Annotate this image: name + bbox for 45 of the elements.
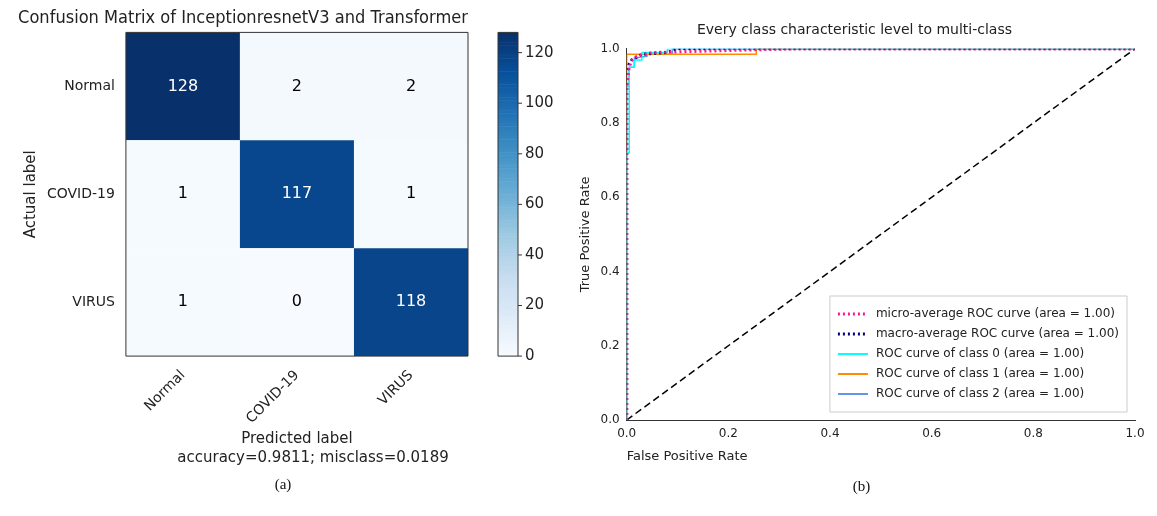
y-axis-title: Actual label xyxy=(20,150,39,239)
x-axis-title: False Positive Rate xyxy=(626,447,748,463)
y-tick-label: Normal xyxy=(64,76,115,93)
x-tick-label: 0.6 xyxy=(922,426,942,441)
legend-label: micro-average ROC curve (area = 1.00) xyxy=(875,306,1115,321)
x-tick-label: 0.2 xyxy=(718,426,738,441)
data-label: 1 xyxy=(405,183,417,203)
x-tick-label: 0.8 xyxy=(1023,426,1043,441)
y-tick-label: 0.0 xyxy=(600,412,620,427)
data-label: 1 xyxy=(177,183,189,203)
x-tick-label: 0.4 xyxy=(820,426,840,441)
data-label: 2 xyxy=(291,75,303,95)
x-tick-label: 1.0 xyxy=(1125,426,1145,441)
y-tick-label: 0.4 xyxy=(600,263,620,278)
chart-title: Confusion Matrix of InceptionresnetV3 and Transformer xyxy=(18,7,469,27)
data-label: 0 xyxy=(291,291,303,311)
text: (b) xyxy=(852,478,871,495)
color-bar-label: 100 xyxy=(525,93,554,112)
x-axis-title: Predicted label xyxy=(241,428,353,447)
data-label: 1 xyxy=(177,291,189,311)
y-tick-label: 0.6 xyxy=(600,189,620,204)
color-bar-label: 0 xyxy=(525,346,535,364)
color-bar-label: 80 xyxy=(525,143,545,162)
text: (a) xyxy=(274,476,292,493)
color-bar-label: 120 xyxy=(525,42,554,61)
data-label: 2 xyxy=(405,75,417,95)
data-label: 117 xyxy=(281,183,313,203)
y-tick-label: VIRUS xyxy=(72,292,115,309)
x-tick-label: 0.0 xyxy=(617,426,637,441)
y-tick-label: 0.2 xyxy=(600,337,620,352)
text: accuracy=0.9811; misclass=0.0189 xyxy=(177,448,449,466)
legend-label: ROC curve of class 1 (area = 1.00) xyxy=(875,366,1085,381)
legend-label: ROC curve of class 2 (area = 1.00) xyxy=(875,386,1085,401)
y-axis-title: True Positive Rate xyxy=(577,176,593,294)
color-bar-label: 40 xyxy=(525,244,545,263)
color-bar-label: 20 xyxy=(525,295,545,314)
legend-label: ROC curve of class 0 (area = 1.00) xyxy=(875,346,1085,361)
chart-title: Every class characteristic level to multi-class xyxy=(696,21,1013,38)
y-tick-label: 0.8 xyxy=(600,115,620,130)
y-tick-label: COVID-19 xyxy=(47,184,115,201)
data-label: 128 xyxy=(167,75,199,95)
legend-label: macro-average ROC curve (area = 1.00) xyxy=(875,326,1120,341)
color-bar-label: 60 xyxy=(525,194,545,213)
y-tick-label: 1.0 xyxy=(600,40,620,55)
data-label: 118 xyxy=(395,291,427,311)
